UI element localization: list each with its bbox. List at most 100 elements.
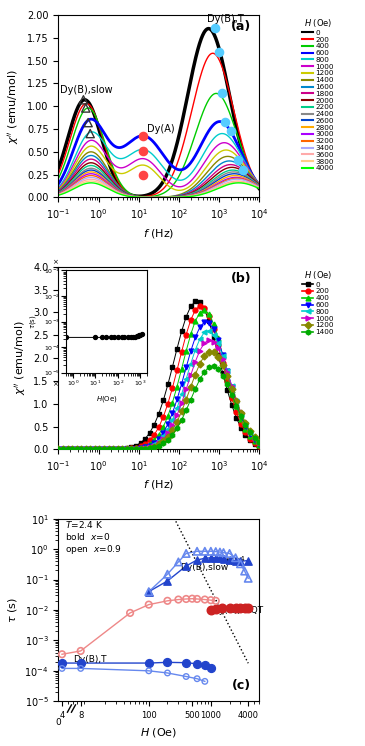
Point <box>165 656 170 668</box>
Point <box>194 545 200 557</box>
Point <box>219 87 225 99</box>
Point <box>208 604 214 616</box>
Point <box>233 552 238 564</box>
Point <box>208 662 214 674</box>
Point <box>208 552 214 564</box>
Point <box>165 667 170 679</box>
Point <box>227 554 233 566</box>
Point <box>216 46 222 58</box>
Point <box>141 169 146 181</box>
Point <box>213 595 219 606</box>
Point <box>202 545 208 557</box>
Point <box>202 659 208 671</box>
Point <box>59 657 65 669</box>
Text: Dy(A),TAQT: Dy(A),TAQT <box>212 606 263 615</box>
Point <box>227 548 233 560</box>
Point <box>222 116 228 128</box>
Point <box>83 102 89 114</box>
Text: Dy(B),slow: Dy(B),slow <box>180 563 228 572</box>
Point <box>183 560 189 572</box>
Point <box>245 601 251 613</box>
Point <box>78 657 84 669</box>
Point <box>213 552 219 564</box>
Point <box>242 565 247 577</box>
Text: Dy(B),slow: Dy(B),slow <box>60 85 113 95</box>
Point <box>217 546 223 558</box>
Point <box>217 552 223 564</box>
Point <box>78 645 84 657</box>
Point <box>220 547 226 559</box>
Point <box>228 125 234 137</box>
Point <box>59 662 65 674</box>
Point <box>235 154 241 166</box>
Point <box>165 568 170 580</box>
X-axis label: $f$ (Hz): $f$ (Hz) <box>143 227 174 239</box>
Point <box>233 601 238 613</box>
Point <box>183 548 189 560</box>
Point <box>194 658 200 670</box>
Point <box>127 607 133 619</box>
Text: $H^{-4}$: $H^{-4}$ <box>225 554 246 568</box>
Point <box>202 675 208 687</box>
Y-axis label: $\chi''$ (emu/mol): $\chi''$ (emu/mol) <box>13 321 28 395</box>
Point <box>208 595 214 606</box>
Point <box>208 545 214 557</box>
Point <box>194 554 200 566</box>
Text: $T$=2.4 K: $T$=2.4 K <box>65 519 103 530</box>
Point <box>165 595 170 606</box>
Text: (a): (a) <box>231 20 251 34</box>
Point <box>146 665 152 677</box>
X-axis label: $f$ (Hz): $f$ (Hz) <box>143 478 174 492</box>
Point <box>146 586 152 598</box>
Point <box>189 593 195 605</box>
Point <box>183 656 189 668</box>
Point <box>194 593 200 605</box>
Point <box>212 22 218 34</box>
Point <box>3 657 9 669</box>
Text: bold  $x$=0: bold $x$=0 <box>65 531 110 542</box>
Legend: 0, 200, 400, 600, 800, 1000, 1200, 1400: 0, 200, 400, 600, 800, 1000, 1200, 1400 <box>300 267 336 337</box>
Point <box>183 593 189 605</box>
Point <box>242 601 247 613</box>
Point <box>141 145 146 157</box>
Point <box>85 116 91 128</box>
Point <box>146 586 152 598</box>
Point <box>245 572 251 584</box>
Text: Dy(A): Dy(A) <box>147 124 174 134</box>
Text: Dy(B),T: Dy(B),T <box>207 14 244 24</box>
Text: Dy(B),T: Dy(B),T <box>73 655 107 664</box>
Point <box>141 131 146 142</box>
Point <box>202 552 208 564</box>
Point <box>213 603 219 615</box>
Text: (c): (c) <box>232 679 251 692</box>
Legend: 0, 200, 400, 600, 800, 1000, 1200, 1400, 1600, 1800, 2000, 2200, 2400, 2600, 280: 0, 200, 400, 600, 800, 1000, 1200, 1400,… <box>300 15 336 174</box>
Point <box>220 553 226 565</box>
Point <box>238 601 243 613</box>
Point <box>238 558 243 570</box>
Point <box>176 556 181 568</box>
Point <box>146 657 152 669</box>
Point <box>146 598 152 610</box>
Point <box>176 594 181 606</box>
Point <box>59 648 65 660</box>
Point <box>165 575 170 587</box>
Text: 0: 0 <box>55 718 61 727</box>
Text: (b): (b) <box>230 272 251 285</box>
Y-axis label: $\chi''$ (emu/mol): $\chi''$ (emu/mol) <box>7 69 22 143</box>
Point <box>227 601 233 613</box>
Point <box>194 673 200 685</box>
Point <box>202 594 208 606</box>
Point <box>240 164 246 176</box>
Point <box>219 601 225 613</box>
Point <box>245 554 251 566</box>
Point <box>78 662 84 674</box>
X-axis label: $H$ (Oe): $H$ (Oe) <box>140 726 177 739</box>
Point <box>213 545 219 557</box>
Y-axis label: $\tau$ (s): $\tau$ (s) <box>6 597 19 623</box>
Point <box>183 671 189 683</box>
Point <box>233 554 238 566</box>
Point <box>87 128 93 140</box>
Point <box>81 94 87 106</box>
Text: open  $x$=0.9: open $x$=0.9 <box>65 543 122 557</box>
Point <box>238 555 243 567</box>
